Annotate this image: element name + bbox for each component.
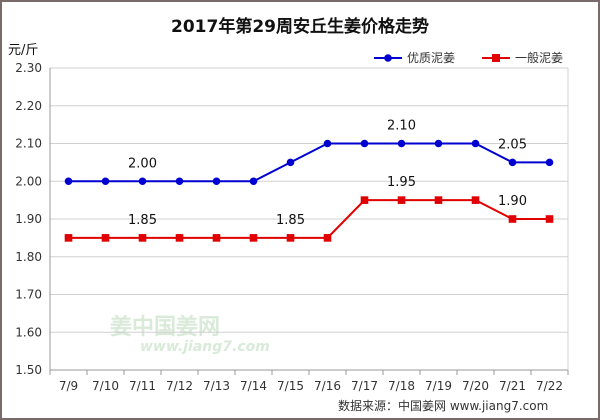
watermark-text: 姜中国姜网 — [110, 314, 220, 340]
data-point — [323, 139, 332, 148]
x-tick-label: 7/14 — [240, 379, 267, 393]
data-label: 2.10 — [387, 119, 416, 134]
data-point — [471, 196, 480, 204]
legend-label: 一般泥姜 — [515, 50, 563, 65]
watermark: 姜中国姜网 www.jiang7.com — [110, 314, 270, 355]
data-labels: 2.00 2.10 2.05 1.85 1.85 1.95 1.90 — [128, 119, 527, 228]
data-label: 1.90 — [498, 194, 527, 209]
data-label: 1.95 — [387, 175, 416, 190]
data-point — [545, 158, 554, 167]
data-point — [249, 234, 258, 242]
data-point — [64, 177, 73, 186]
data-point — [323, 234, 332, 242]
data-point — [175, 177, 184, 186]
data-point — [286, 234, 295, 242]
x-tick-label: 7/9 — [59, 379, 78, 393]
data-point — [360, 139, 369, 148]
y-tick-label: 2.20 — [15, 99, 42, 113]
y-axis-label: 元/斤 — [8, 43, 38, 58]
x-tick-label: 7/16 — [314, 379, 341, 393]
series-line-1 — [68, 142, 550, 183]
x-tick-label: 7/15 — [277, 379, 304, 393]
x-tick-label: 7/19 — [425, 379, 452, 393]
data-label: 1.85 — [276, 213, 305, 228]
x-tick-label: 7/11 — [129, 379, 156, 393]
x-tick-label: 7/18 — [388, 379, 415, 393]
series-layer — [64, 139, 554, 242]
data-point — [397, 196, 406, 204]
x-tick-label: 7/12 — [166, 379, 193, 393]
x-tick-label: 7/13 — [203, 379, 230, 393]
data-point — [397, 139, 406, 148]
data-label: 2.05 — [498, 137, 527, 152]
data-point — [101, 177, 110, 186]
data-point — [138, 234, 147, 242]
data-point — [360, 196, 369, 204]
data-point — [64, 234, 73, 242]
data-point — [471, 139, 480, 148]
legend: 优质泥姜 一般泥姜 — [374, 50, 563, 65]
data-point — [508, 215, 517, 223]
series-line-2 — [68, 199, 550, 239]
x-tick-label: 7/10 — [92, 379, 119, 393]
data-point — [545, 215, 554, 223]
data-point — [212, 234, 221, 242]
data-label: 2.00 — [128, 156, 157, 171]
data-point — [101, 234, 110, 242]
data-point — [286, 158, 295, 167]
data-point — [212, 177, 221, 186]
data-point — [138, 177, 147, 186]
y-tick-label: 1.90 — [15, 212, 42, 226]
x-tick-label: 7/22 — [536, 379, 563, 393]
data-point — [508, 158, 517, 167]
data-point — [175, 234, 184, 242]
data-point — [434, 196, 443, 204]
data-point — [434, 139, 443, 148]
watermark-url: www.jiang7.com — [140, 339, 270, 355]
data-point — [249, 177, 258, 186]
legend-label: 优质泥姜 — [407, 51, 455, 65]
chart-title: 2017年第29周安丘生姜价格走势 — [171, 16, 429, 37]
x-tick-label: 7/21 — [499, 379, 526, 393]
y-tick-label: 2.00 — [15, 174, 42, 188]
legend-marker — [384, 54, 392, 62]
x-tick-label: 7/20 — [462, 379, 489, 393]
data-label: 1.85 — [128, 213, 157, 228]
legend-marker — [492, 54, 500, 62]
source-note: 数据来源：中国姜网 www.jiang7.com — [338, 398, 548, 413]
y-tick-label: 1.60 — [15, 325, 42, 339]
y-tick-label: 2.10 — [15, 137, 42, 151]
axes: 1.50 1.60 1.70 1.80 1.90 2.00 2.10 2.20 2.30 7/9 7… — [15, 61, 569, 393]
y-tick-label: 1.50 — [15, 363, 42, 377]
x-tick-label: 7/17 — [351, 379, 378, 393]
y-tick-label: 1.80 — [15, 250, 42, 264]
y-tick-label: 2.30 — [15, 61, 42, 75]
y-tick-label: 1.70 — [15, 288, 42, 302]
